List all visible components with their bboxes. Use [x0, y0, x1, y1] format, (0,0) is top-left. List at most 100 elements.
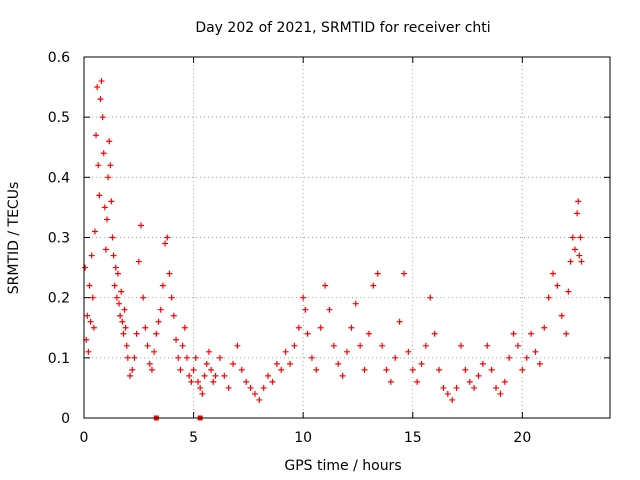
data-point: [118, 288, 125, 295]
data-point: [335, 360, 342, 367]
data-point: [104, 216, 111, 223]
data-point: [179, 342, 186, 349]
data-point: [427, 294, 434, 301]
data-point: [91, 228, 98, 235]
data-point: [536, 360, 543, 367]
data-point: [541, 324, 548, 331]
data-point: [153, 330, 160, 337]
chart-title: Day 202 of 2021, SRMTID for receiver cht…: [195, 20, 490, 36]
data-point: [475, 372, 482, 379]
data-point: [291, 342, 298, 349]
data-point: [210, 378, 217, 385]
data-point: [383, 366, 390, 373]
data-point: [201, 372, 208, 379]
data-point: [387, 378, 394, 385]
y-tick-label: 0.1: [48, 351, 70, 367]
data-point: [190, 366, 197, 373]
y-tick-label: 0.5: [48, 110, 70, 126]
data-point: [173, 336, 180, 343]
data-points: [82, 78, 585, 421]
data-point: [96, 192, 103, 199]
data-point: [238, 366, 245, 373]
data-point: [282, 348, 289, 355]
data-point: [159, 282, 166, 289]
data-point: [565, 288, 572, 295]
data-point: [121, 306, 128, 313]
data-point: [365, 330, 372, 337]
data-point: [418, 360, 425, 367]
data-point: [102, 246, 109, 253]
data-point: [370, 282, 377, 289]
data-point: [221, 372, 228, 379]
data-point: [94, 84, 101, 91]
data-point: [208, 366, 215, 373]
data-point: [234, 342, 241, 349]
data-point: [122, 324, 129, 331]
y-tick-label: 0.3: [48, 231, 70, 247]
data-point: [471, 384, 478, 391]
data-point: [278, 366, 285, 373]
data-point: [326, 306, 333, 313]
data-point: [247, 384, 254, 391]
data-point: [212, 372, 219, 379]
data-point: [400, 270, 407, 277]
data-point: [168, 294, 175, 301]
data-point: [151, 348, 158, 355]
data-point: [124, 354, 131, 361]
data-point: [453, 384, 460, 391]
data-point: [466, 378, 473, 385]
data-point: [93, 132, 100, 139]
data-point: [197, 384, 204, 391]
data-point: [409, 366, 416, 373]
data-point: [302, 306, 309, 313]
data-point: [322, 282, 329, 289]
x-tick-label: 0: [80, 430, 89, 446]
data-point: [148, 366, 155, 373]
data-point: [488, 366, 495, 373]
data-point: [260, 384, 267, 391]
data-point: [414, 378, 421, 385]
data-point: [99, 114, 106, 121]
data-point: [86, 282, 93, 289]
data-point: [256, 396, 263, 403]
data-point: [97, 96, 104, 103]
data-point: [374, 270, 381, 277]
data-point: [203, 360, 210, 367]
data-point: [550, 270, 557, 277]
data-point: [133, 330, 140, 337]
y-tick-label: 0.4: [48, 170, 70, 186]
data-point: [137, 222, 144, 229]
data-point: [155, 318, 162, 325]
x-tick-label: 15: [404, 430, 422, 446]
data-point: [89, 294, 96, 301]
x-tick-label: 20: [513, 430, 531, 446]
data-point: [558, 312, 565, 319]
data-point: [501, 378, 508, 385]
data-point: [532, 348, 539, 355]
data-point: [101, 204, 108, 211]
data-point: [577, 234, 584, 241]
data-point: [84, 312, 91, 319]
data-point: [523, 354, 530, 361]
data-point: [462, 366, 469, 373]
data-point: [117, 312, 124, 319]
data-point: [569, 234, 576, 241]
data-point: [106, 138, 113, 145]
data-point: [181, 324, 188, 331]
data-point: [361, 366, 368, 373]
data-point: [230, 360, 237, 367]
data-point: [140, 294, 147, 301]
data-point: [304, 330, 311, 337]
data-point: [330, 342, 337, 349]
x-tick-label: 10: [294, 430, 312, 446]
data-point: [120, 330, 127, 337]
data-point: [110, 252, 117, 259]
data-point: [519, 366, 526, 373]
data-point: [251, 390, 258, 397]
y-tick-label: 0.2: [48, 291, 70, 307]
data-point: [431, 330, 438, 337]
data-point: [449, 396, 456, 403]
data-point: [205, 348, 212, 355]
data-point: [405, 348, 412, 355]
